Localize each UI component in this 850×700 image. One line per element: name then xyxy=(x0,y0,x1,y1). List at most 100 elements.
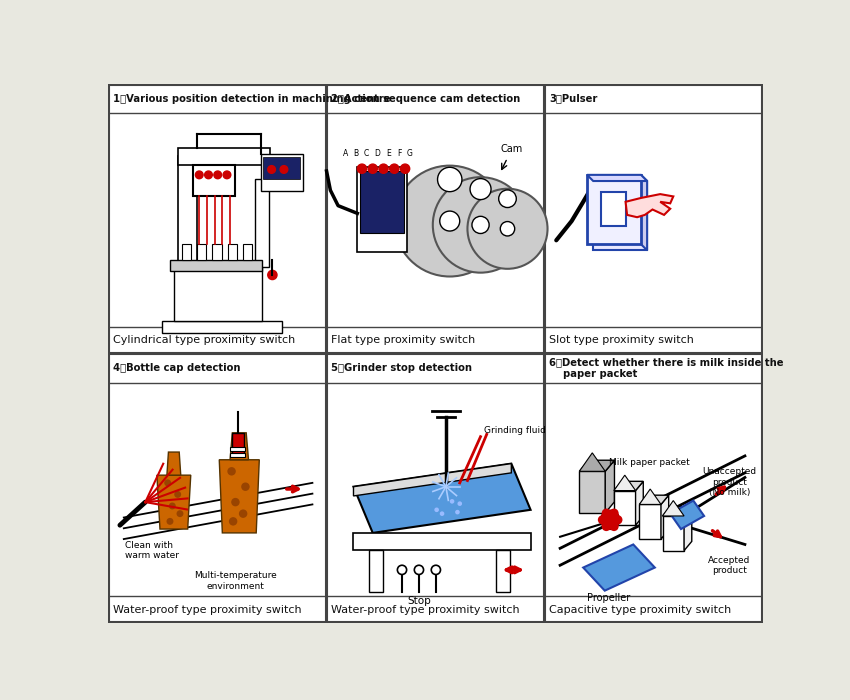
Bar xyxy=(662,516,684,551)
Text: G: G xyxy=(407,148,412,158)
Text: Slot type proximity switch: Slot type proximity switch xyxy=(549,335,694,345)
Circle shape xyxy=(450,499,455,504)
Circle shape xyxy=(400,164,410,174)
Circle shape xyxy=(602,522,611,531)
Text: C: C xyxy=(364,148,369,158)
Circle shape xyxy=(470,178,491,199)
Bar xyxy=(327,354,544,622)
Polygon shape xyxy=(614,482,643,491)
Circle shape xyxy=(433,177,529,272)
Bar xyxy=(354,533,530,550)
Bar xyxy=(546,85,762,353)
Text: Grinding fluid: Grinding fluid xyxy=(484,426,547,435)
Bar xyxy=(178,148,270,165)
Polygon shape xyxy=(354,463,530,533)
Bar xyxy=(212,244,222,260)
Circle shape xyxy=(239,510,247,518)
Polygon shape xyxy=(661,495,669,539)
Text: Water-proof type proximity switch: Water-proof type proximity switch xyxy=(113,605,302,615)
Circle shape xyxy=(164,480,171,486)
Polygon shape xyxy=(593,181,647,251)
Circle shape xyxy=(501,222,515,236)
Circle shape xyxy=(231,498,240,506)
Text: B: B xyxy=(354,148,359,158)
Circle shape xyxy=(389,164,399,174)
Bar xyxy=(614,491,636,525)
Text: Stop: Stop xyxy=(407,596,431,605)
Text: Multi-temperature
environment: Multi-temperature environment xyxy=(194,571,277,591)
Polygon shape xyxy=(157,475,190,529)
Bar xyxy=(357,167,407,252)
Circle shape xyxy=(499,190,516,207)
Bar xyxy=(369,550,382,592)
Text: 1，Various position detection in machining centre: 1，Various position detection in machinin… xyxy=(113,94,390,104)
Polygon shape xyxy=(230,433,248,460)
Circle shape xyxy=(455,510,460,514)
Bar xyxy=(496,550,510,592)
Text: 6，Detect whether there is milk inside the
    paper packet: 6，Detect whether there is milk inside th… xyxy=(549,357,784,379)
Polygon shape xyxy=(662,507,692,516)
Circle shape xyxy=(214,171,222,178)
Bar xyxy=(197,244,207,260)
Circle shape xyxy=(227,467,235,475)
Circle shape xyxy=(280,166,288,174)
Text: 5，Grinder stop detection: 5，Grinder stop detection xyxy=(332,363,472,373)
Text: Cam: Cam xyxy=(500,144,523,154)
Circle shape xyxy=(379,164,388,174)
Polygon shape xyxy=(639,495,669,505)
Circle shape xyxy=(414,566,423,575)
Polygon shape xyxy=(580,460,615,471)
Text: Clean with
warm water: Clean with warm water xyxy=(125,540,179,560)
Polygon shape xyxy=(670,500,704,529)
Bar xyxy=(546,354,762,622)
Polygon shape xyxy=(614,475,636,491)
Circle shape xyxy=(167,518,173,525)
Circle shape xyxy=(601,510,620,529)
Bar xyxy=(230,447,246,452)
Polygon shape xyxy=(583,545,654,591)
Polygon shape xyxy=(626,194,673,217)
Polygon shape xyxy=(587,175,647,181)
Text: 4，Bottle cap detection: 4，Bottle cap detection xyxy=(113,363,241,373)
Polygon shape xyxy=(641,175,647,251)
Bar xyxy=(243,244,252,260)
Polygon shape xyxy=(684,507,692,551)
Text: D: D xyxy=(374,148,380,158)
Bar xyxy=(109,354,326,622)
Bar xyxy=(228,244,237,260)
Circle shape xyxy=(268,270,277,279)
Polygon shape xyxy=(219,460,259,533)
Circle shape xyxy=(177,510,184,517)
Bar xyxy=(261,154,303,191)
Text: 2，Action sequence cam detection: 2，Action sequence cam detection xyxy=(332,94,520,104)
Bar xyxy=(109,85,326,353)
Bar xyxy=(639,505,661,539)
Circle shape xyxy=(472,216,489,234)
Bar xyxy=(193,165,235,196)
Bar xyxy=(601,192,626,227)
Circle shape xyxy=(229,517,237,526)
Circle shape xyxy=(439,211,460,231)
Text: E: E xyxy=(386,148,390,158)
Text: 3，Pulser: 3，Pulser xyxy=(549,94,598,104)
Circle shape xyxy=(457,501,462,506)
Circle shape xyxy=(357,164,366,174)
Bar xyxy=(264,157,300,178)
Circle shape xyxy=(431,566,440,575)
Text: Water-proof type proximity switch: Water-proof type proximity switch xyxy=(332,605,520,615)
Circle shape xyxy=(174,491,181,498)
Bar xyxy=(230,453,246,458)
Circle shape xyxy=(468,189,547,269)
Bar xyxy=(182,244,190,260)
Circle shape xyxy=(394,166,505,276)
Polygon shape xyxy=(580,453,605,471)
Polygon shape xyxy=(639,489,661,505)
Circle shape xyxy=(398,566,406,575)
Text: Propeller: Propeller xyxy=(587,593,630,603)
Text: F: F xyxy=(398,148,402,158)
Bar xyxy=(178,155,197,267)
Polygon shape xyxy=(167,452,181,475)
Bar xyxy=(360,171,405,232)
Bar xyxy=(173,267,263,321)
Circle shape xyxy=(169,503,176,510)
